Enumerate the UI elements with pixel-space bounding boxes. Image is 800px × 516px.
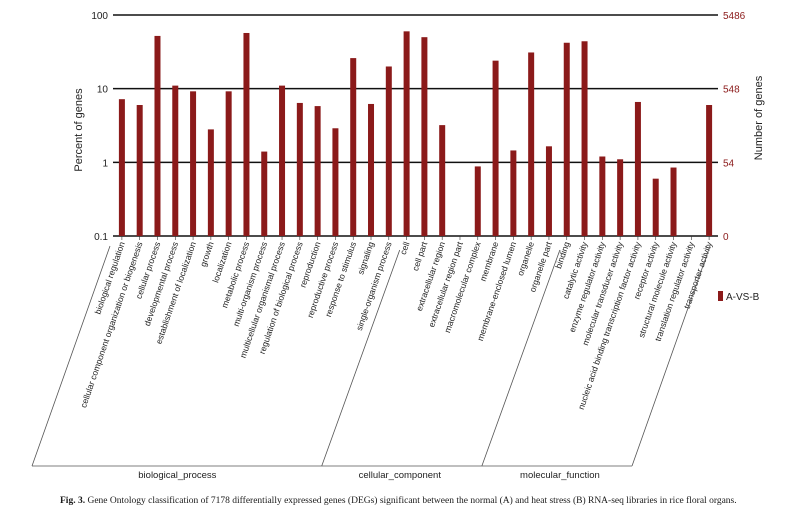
bar bbox=[172, 85, 179, 237]
figure-caption: Fig. 3. Gene Ontology classification of … bbox=[60, 496, 790, 506]
bar bbox=[706, 105, 713, 236]
bar bbox=[634, 101, 641, 236]
bar bbox=[652, 178, 659, 236]
group-label: molecular_function bbox=[520, 470, 600, 481]
caption-label: Fig. 3. bbox=[60, 496, 86, 506]
bar bbox=[207, 129, 214, 236]
y-axis-label-left: Percent of genes bbox=[73, 88, 85, 172]
bar bbox=[599, 156, 606, 236]
right-tick-label: 548 bbox=[723, 85, 740, 96]
legend-label: A-VS-B bbox=[726, 292, 760, 303]
right-tick-label: 54 bbox=[723, 158, 735, 169]
x-tick-label: membrane-enclosed lumen bbox=[475, 240, 518, 342]
x-tick-label: growth bbox=[198, 240, 216, 268]
left-tick-labels: 100 10 1 0.1 bbox=[91, 11, 108, 243]
left-tick-label: 1 bbox=[102, 158, 108, 169]
legend-swatch bbox=[718, 291, 723, 301]
right-tick-label: 5486 bbox=[723, 11, 746, 22]
x-tick-label: cell bbox=[398, 240, 412, 256]
gridlines bbox=[113, 14, 718, 237]
bar bbox=[118, 99, 125, 236]
bracket-edge bbox=[31, 245, 111, 467]
bar bbox=[350, 58, 357, 237]
bar bbox=[225, 91, 232, 237]
left-tick-label: 0.1 bbox=[94, 232, 108, 243]
legend: A-VS-B bbox=[718, 291, 760, 303]
bar bbox=[439, 125, 446, 236]
bar bbox=[403, 31, 410, 236]
group-divider bbox=[321, 249, 401, 467]
right-tick-label: 0 bbox=[723, 232, 729, 243]
bar bbox=[474, 166, 481, 236]
x-tick-label: cell part bbox=[410, 240, 429, 272]
bar bbox=[528, 52, 535, 236]
bar bbox=[385, 66, 392, 237]
left-tick-label: 10 bbox=[97, 85, 109, 96]
bar bbox=[296, 102, 303, 237]
bar bbox=[670, 167, 677, 236]
bar bbox=[492, 60, 499, 236]
y-axis-label-right: Number of genes bbox=[753, 75, 765, 160]
group-label: cellular_component bbox=[359, 470, 442, 481]
bar bbox=[243, 32, 250, 236]
x-tick-label: binding bbox=[553, 240, 572, 270]
bar bbox=[261, 151, 268, 236]
bar bbox=[510, 150, 517, 236]
bar bbox=[154, 35, 161, 237]
bar bbox=[136, 105, 143, 236]
bar bbox=[190, 91, 197, 237]
group-label: biological_process bbox=[138, 470, 216, 481]
caption-text: Gene Ontology classification of 7178 dif… bbox=[85, 496, 737, 506]
bar bbox=[563, 42, 570, 236]
bracket-edge bbox=[631, 245, 711, 467]
bar bbox=[581, 41, 588, 236]
bar bbox=[617, 159, 624, 236]
group-brackets: biological_process cellular_component mole… bbox=[31, 245, 711, 481]
bar bbox=[314, 106, 321, 236]
group-divider bbox=[481, 249, 561, 467]
right-tick-labels: 5486 548 54 0 bbox=[723, 11, 746, 243]
bar bbox=[332, 128, 339, 236]
left-tick-label: 100 bbox=[91, 11, 108, 22]
bars bbox=[118, 31, 713, 240]
bar bbox=[545, 146, 552, 236]
bar bbox=[421, 37, 428, 237]
bar bbox=[368, 103, 375, 236]
bar bbox=[279, 85, 286, 237]
x-tick-label: single-organism process bbox=[354, 240, 394, 331]
